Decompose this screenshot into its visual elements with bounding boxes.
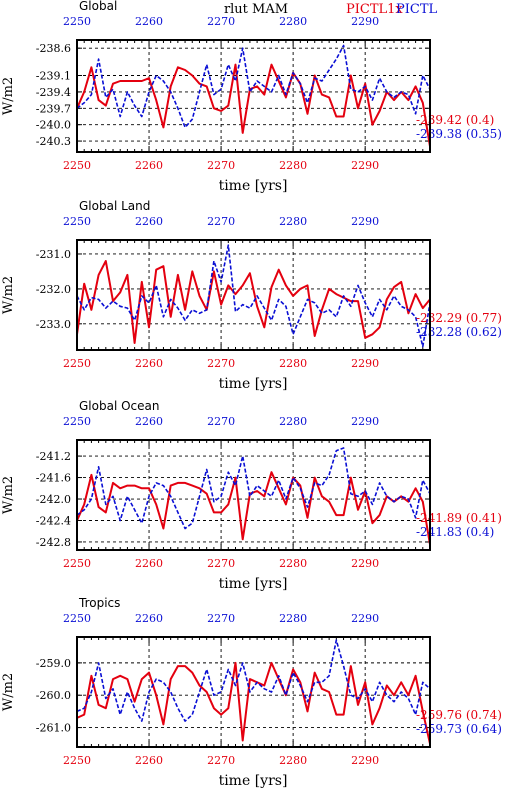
x-tick-label-bottom: 2290 xyxy=(351,357,379,370)
x-tick-label-bottom: 2260 xyxy=(135,557,163,570)
x-tick-label-top: 2280 xyxy=(279,415,307,428)
plot-frame xyxy=(76,636,431,748)
x-axis-label: time [yrs] xyxy=(219,178,288,194)
x-tick-label-top: 2250 xyxy=(63,415,91,428)
x-tick-label-bottom: 2280 xyxy=(279,159,307,172)
x-tick-label-bottom: 2290 xyxy=(351,557,379,570)
x-tick-label-top: 2250 xyxy=(63,15,91,28)
x-tick-label-bottom: 2270 xyxy=(207,557,235,570)
panel-title: Global xyxy=(79,0,117,13)
x-tick-label-top: 2260 xyxy=(135,15,163,28)
y-tick-label: -238.6 xyxy=(36,42,71,55)
series-line-red xyxy=(76,63,431,147)
y-tick-label: -261.0 xyxy=(36,722,71,735)
x-tick-label-bottom: 2290 xyxy=(351,754,379,767)
x-tick-label-top: 2270 xyxy=(207,612,235,625)
series-mean-label-blue: -241.83 (0.4) xyxy=(416,525,494,539)
y-tick-label: -239.1 xyxy=(36,70,71,83)
y-tick-label: -239.4 xyxy=(36,86,71,99)
y-axis-label: W/m2 xyxy=(1,77,16,115)
x-axis-label: time [yrs] xyxy=(219,376,288,392)
chart-panel-4: Tropics 2250 2260 2270 2280 2290 2250 2260 2270 2… xyxy=(1,596,502,789)
y-tick-label: -259.0 xyxy=(36,657,71,670)
x-tick-label-bottom: 2280 xyxy=(279,754,307,767)
y-tick-label: -240.0 xyxy=(36,119,71,132)
y-tick-label: -242.4 xyxy=(36,514,71,527)
y-axis-label: W/m2 xyxy=(1,476,16,514)
series-mean-label-red: -232.29 (0.77) xyxy=(416,311,502,325)
panel-title: Global Ocean xyxy=(79,399,159,413)
series-line-red xyxy=(76,260,431,344)
x-tick-label-top: 2290 xyxy=(351,415,379,428)
x-tick-label-top: 2270 xyxy=(207,415,235,428)
x-tick-label-bottom: 2280 xyxy=(279,357,307,370)
x-tick-label-top: 2290 xyxy=(351,15,379,28)
x-tick-label-top: 2250 xyxy=(63,612,91,625)
figure-suptitle: rlut MAM xyxy=(224,2,288,17)
series-mean-label-red: -241.89 (0.41) xyxy=(416,511,502,525)
y-tick-label: -242.8 xyxy=(36,536,71,549)
x-tick-label-bottom: 2270 xyxy=(207,357,235,370)
series-mean-label-red: -239.42 (0.4) xyxy=(416,113,494,127)
y-tick-label: -241.6 xyxy=(36,472,71,485)
series-line-blue xyxy=(76,447,431,530)
panel-title: Tropics xyxy=(78,596,120,610)
x-axis-label: time [yrs] xyxy=(219,773,288,789)
x-tick-label-bottom: 2260 xyxy=(135,159,163,172)
x-tick-label-bottom: 2290 xyxy=(351,159,379,172)
plot-frame xyxy=(76,239,431,351)
x-tick-label-bottom: 2260 xyxy=(135,357,163,370)
x-tick-label-top: 2260 xyxy=(135,415,163,428)
legend-red-label: PICTL1x xyxy=(346,2,403,17)
series-line-red xyxy=(76,471,431,545)
x-tick-label-top: 2280 xyxy=(279,215,307,228)
series-line-red xyxy=(76,661,431,745)
y-tick-label: -240.3 xyxy=(36,135,71,148)
y-tick-label: -232.0 xyxy=(36,283,71,296)
y-tick-label: -233.0 xyxy=(36,318,71,331)
x-tick-label-bottom: 2250 xyxy=(63,357,91,370)
x-tick-label-top: 2270 xyxy=(207,215,235,228)
chart-panel-1: Global 2250 2260 2270 2280 2290 2250 2260 2270 22… xyxy=(1,0,502,194)
x-tick-label-bottom: 2260 xyxy=(135,754,163,767)
x-tick-label-top: 2250 xyxy=(63,215,91,228)
x-tick-label-bottom: 2250 xyxy=(63,754,91,767)
x-tick-label-bottom: 2250 xyxy=(63,557,91,570)
x-tick-label-top: 2270 xyxy=(207,15,235,28)
series-line-blue xyxy=(76,244,431,348)
y-tick-label: -231.0 xyxy=(36,248,71,261)
x-tick-label-top: 2290 xyxy=(351,612,379,625)
legend-blue-label: PICTL xyxy=(396,2,438,17)
series-mean-label-red: -259.76 (0.74) xyxy=(416,708,502,722)
x-tick-label-top: 2290 xyxy=(351,215,379,228)
series-mean-label-blue: -239.38 (0.35) xyxy=(416,127,502,141)
y-axis-label: W/m2 xyxy=(1,276,16,314)
plot-frame xyxy=(76,439,431,551)
series-mean-label-blue: -259.73 (0.64) xyxy=(416,722,502,736)
x-tick-label-bottom: 2280 xyxy=(279,557,307,570)
chart-panel-3: Global Ocean 2250 2260 2270 2280 2290 2250 2260… xyxy=(1,399,502,592)
series-line-blue xyxy=(76,44,431,129)
x-tick-label-top: 2280 xyxy=(279,612,307,625)
x-tick-label-top: 2280 xyxy=(279,15,307,28)
y-axis-label: W/m2 xyxy=(1,673,16,711)
y-tick-label: -239.7 xyxy=(36,102,71,115)
x-tick-label-top: 2260 xyxy=(135,612,163,625)
plot-frame xyxy=(76,39,431,153)
series-line-blue xyxy=(76,639,431,722)
y-tick-label: -242.0 xyxy=(36,493,71,506)
y-tick-label: -241.2 xyxy=(36,450,71,463)
chart-panel-2: Global Land 2250 2260 2270 2280 2290 2250 2260 2… xyxy=(1,199,502,392)
x-axis-label: time [yrs] xyxy=(219,576,288,592)
x-tick-label-bottom: 2250 xyxy=(63,159,91,172)
y-tick-label: -260.0 xyxy=(36,689,71,702)
panel-title: Global Land xyxy=(79,199,150,213)
x-tick-label-bottom: 2270 xyxy=(207,159,235,172)
x-tick-label-top: 2260 xyxy=(135,215,163,228)
x-tick-label-bottom: 2270 xyxy=(207,754,235,767)
series-mean-label-blue: -232.28 (0.62) xyxy=(416,325,502,339)
